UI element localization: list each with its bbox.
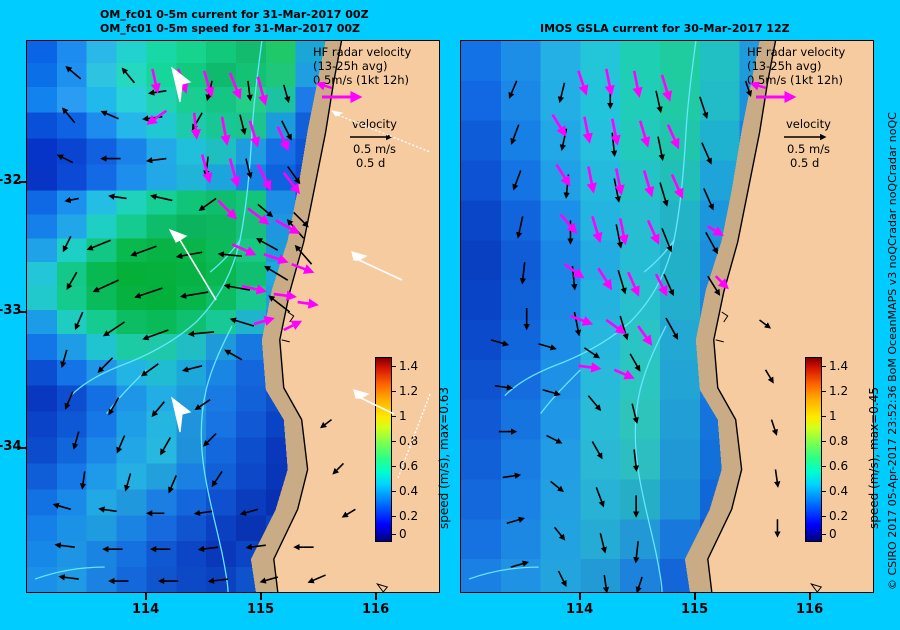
hf-legend-left-line3: 0.5m/s (1kt 12h) xyxy=(313,73,410,87)
x-ticklabel-left-114: 114 xyxy=(132,602,160,617)
velocity-legend-left-arrow xyxy=(350,133,393,141)
velocity-legend-left-duration: 0.5 d xyxy=(356,156,386,170)
colorbar-right-gradient xyxy=(805,357,822,542)
colorbar-left-tick-1: 1 xyxy=(399,409,407,423)
colorbar-right-tick-0_6: 0.6 xyxy=(829,459,849,473)
land-mass-right xyxy=(684,41,873,592)
x-tick-left-114 xyxy=(145,593,147,600)
cursor-arrow-3 xyxy=(171,396,192,433)
current-vectors-right xyxy=(490,68,781,592)
x-ticklabel-right-114: 114 xyxy=(566,602,594,617)
x-tick-right-115 xyxy=(694,593,696,600)
colorbar-right-title: speed (m/s), max=0.45 xyxy=(867,387,881,529)
colorbar-right-tick-1_2: 1.2 xyxy=(829,384,849,398)
cursor-arrow-6 xyxy=(330,110,431,153)
panel-left-title-line2: OM_fc01 0-5m speed for 31-Mar-2017 00Z xyxy=(100,22,361,35)
footer-credit: © CSIRO 2017 05-Apr-2017 23:52:36 BoM Oc… xyxy=(886,112,899,590)
hf-legend-left-line1: HF radar velocity xyxy=(313,45,412,59)
colorbar-right-tick-1: 1 xyxy=(829,409,837,423)
x-tick-right-114 xyxy=(579,593,581,600)
y-tick-left-34 xyxy=(19,447,26,449)
y-ticklabel-left-33: -33 xyxy=(0,303,22,318)
hf-legend-left-line2: (13-25h avg) xyxy=(313,59,388,73)
y-tick-left-33 xyxy=(19,311,26,313)
x-tick-right-116 xyxy=(809,593,811,600)
ocean-speed-field-left xyxy=(27,41,439,592)
x-ticklabel-left-115: 115 xyxy=(247,602,275,617)
map-panel-left[interactable] xyxy=(26,40,440,593)
colorbar-left-tick-0_4: 0.4 xyxy=(399,484,419,498)
cursor-arrow-1 xyxy=(171,66,192,103)
x-tick-left-115 xyxy=(260,593,262,600)
panel-right-title: IMOS GSLA current for 30-Mar-2017 12Z xyxy=(540,22,790,35)
colorbar-left-tick-0: 0 xyxy=(399,527,407,541)
x-ticklabel-right-115: 115 xyxy=(681,602,709,617)
hf-legend-left-arrows xyxy=(315,82,363,103)
y-tick-left-32 xyxy=(19,181,26,183)
colorbar-left-tick-0_2: 0.2 xyxy=(399,509,419,523)
colorbar-right-tick-0_8: 0.8 xyxy=(829,434,849,448)
y-ticklabel-left-32: -32 xyxy=(0,173,22,188)
y-ticklabel-left-34: -34 xyxy=(0,439,22,454)
colorbar-left-tick-0_8: 0.8 xyxy=(399,434,419,448)
velocity-legend-right-duration: 0.5 d xyxy=(790,156,820,170)
velocity-legend-right-arrow xyxy=(784,133,827,141)
colorbar-right-tick-1_4: 1.4 xyxy=(829,359,849,373)
cursor-arrow-5 xyxy=(353,389,395,415)
colorbar-left-gradient xyxy=(375,357,392,542)
map-panel-right[interactable] xyxy=(460,40,874,593)
colorbar-right-tick-0: 0 xyxy=(829,527,837,541)
colorbar-right-tick-0_4: 0.4 xyxy=(829,484,849,498)
cursor-arrow-7 xyxy=(397,393,431,479)
panel-left-title-line1: OM_fc01 0-5m current for 31-Mar-2017 00Z xyxy=(100,8,369,21)
velocity-legend-left-scale: 0.5 m/s xyxy=(353,142,397,156)
velocity-legend-right-label: velocity xyxy=(786,117,831,131)
colorbar-right-tick-0_2: 0.2 xyxy=(829,509,849,523)
velocity-legend-right-scale: 0.5 m/s xyxy=(787,142,831,156)
x-tick-left-116 xyxy=(375,593,377,600)
x-ticklabel-left-116: 116 xyxy=(362,602,390,617)
hf-legend-right-line3: 0.5m/s (1kt 12h) xyxy=(747,73,844,87)
hf-legend-right-line1: HF radar velocity xyxy=(747,45,846,59)
x-ticklabel-right-116: 116 xyxy=(796,602,824,617)
colorbar-left-tick-1_4: 1.4 xyxy=(399,359,419,373)
hf-legend-right-arrows xyxy=(749,82,797,103)
cursor-arrow-2 xyxy=(168,228,217,301)
velocity-legend-left-label: velocity xyxy=(352,117,397,131)
cursor-arrow-4 xyxy=(351,251,403,281)
hf-legend-right-line2: (13-25h avg) xyxy=(747,59,822,73)
colorbar-left-tick-1_2: 1.2 xyxy=(399,384,419,398)
